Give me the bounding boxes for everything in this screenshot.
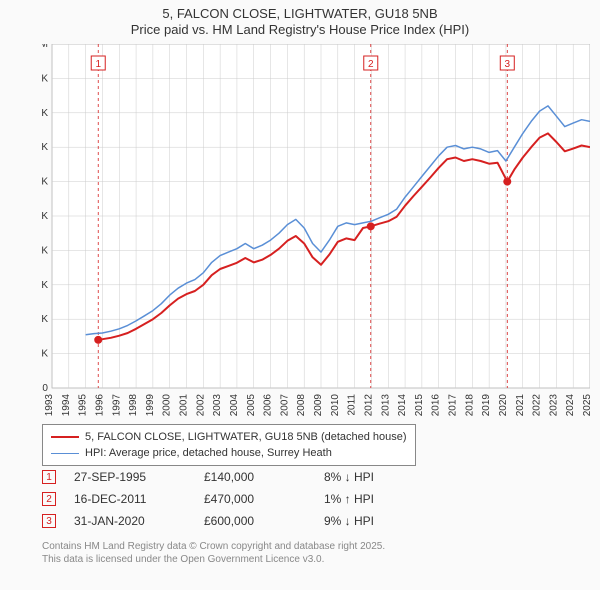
line-chart: £0 £100K £200K £300K £400K £500K £600K £700K £80… xyxy=(42,44,590,420)
svg-text:2002: 2002 xyxy=(195,394,206,417)
svg-text:2008: 2008 xyxy=(296,394,307,417)
svg-text:2021: 2021 xyxy=(515,394,526,417)
svg-text:2000: 2000 xyxy=(162,394,173,417)
svg-text:1994: 1994 xyxy=(61,394,72,417)
svg-text:£300K: £300K xyxy=(42,280,48,291)
legend-label: HPI: Average price, detached house, Surr… xyxy=(85,447,332,459)
sale-price: £140,000 xyxy=(204,470,324,484)
svg-text:2011: 2011 xyxy=(347,394,358,416)
sale-hpi-delta: 9% ↓ HPI xyxy=(324,514,434,528)
svg-text:£900K: £900K xyxy=(42,73,48,84)
chart-title: 5, FALCON CLOSE, LIGHTWATER, GU18 5NB xyxy=(4,6,596,21)
legend: 5, FALCON CLOSE, LIGHTWATER, GU18 5NB (d… xyxy=(42,424,416,466)
svg-text:£200K: £200K xyxy=(42,314,48,325)
svg-text:2023: 2023 xyxy=(548,394,559,417)
svg-text:2022: 2022 xyxy=(532,394,543,417)
svg-text:1993: 1993 xyxy=(44,394,55,417)
sale-date: 31-JAN-2020 xyxy=(74,514,204,528)
sale-row: 1 27-SEP-1995£140,0008% ↓ HPI xyxy=(42,466,434,488)
chart-container: 5, FALCON CLOSE, LIGHTWATER, GU18 5NB Pr… xyxy=(0,0,600,590)
sale-row: 2 16-DEC-2011£470,0001% ↑ HPI xyxy=(42,488,434,510)
footer-line: Contains HM Land Registry data © Crown c… xyxy=(42,540,385,553)
svg-text:2019: 2019 xyxy=(481,394,492,417)
svg-text:2020: 2020 xyxy=(498,394,509,417)
svg-text:2012: 2012 xyxy=(363,394,374,417)
legend-swatch xyxy=(51,453,79,454)
legend-item: 5, FALCON CLOSE, LIGHTWATER, GU18 5NB (d… xyxy=(51,429,407,445)
svg-text:2003: 2003 xyxy=(212,394,223,417)
svg-text:2: 2 xyxy=(368,59,374,70)
svg-text:2014: 2014 xyxy=(397,394,408,417)
svg-text:£1M: £1M xyxy=(42,44,48,50)
legend-swatch xyxy=(51,436,79,438)
footer-attribution: Contains HM Land Registry data © Crown c… xyxy=(42,540,385,566)
svg-text:£100K: £100K xyxy=(42,349,48,360)
svg-text:£600K: £600K xyxy=(42,177,48,188)
svg-text:2018: 2018 xyxy=(464,394,475,417)
svg-text:2016: 2016 xyxy=(431,394,442,417)
legend-item: HPI: Average price, detached house, Surr… xyxy=(51,445,407,461)
svg-text:2004: 2004 xyxy=(229,394,240,417)
svg-text:2015: 2015 xyxy=(414,394,425,417)
chart-area: £0 £100K £200K £300K £400K £500K £600K £700K £80… xyxy=(42,44,590,420)
svg-text:2007: 2007 xyxy=(279,394,290,417)
svg-text:2017: 2017 xyxy=(448,394,459,417)
svg-text:1997: 1997 xyxy=(111,394,122,417)
svg-text:1996: 1996 xyxy=(94,394,105,417)
svg-text:£500K: £500K xyxy=(42,211,48,222)
title-block: 5, FALCON CLOSE, LIGHTWATER, GU18 5NB Pr… xyxy=(0,0,600,39)
legend-label: 5, FALCON CLOSE, LIGHTWATER, GU18 5NB (d… xyxy=(85,431,407,443)
svg-text:2001: 2001 xyxy=(179,394,190,417)
sale-price: £600,000 xyxy=(204,514,324,528)
footer-line: This data is licensed under the Open Gov… xyxy=(42,553,385,566)
sale-marker: 2 xyxy=(42,492,56,506)
svg-text:2010: 2010 xyxy=(330,394,341,417)
sale-row: 3 31-JAN-2020£600,0009% ↓ HPI xyxy=(42,510,434,532)
svg-text:£0: £0 xyxy=(42,383,48,394)
sale-price: £470,000 xyxy=(204,492,324,506)
svg-text:1995: 1995 xyxy=(78,394,89,417)
svg-text:£800K: £800K xyxy=(42,108,48,119)
svg-text:2005: 2005 xyxy=(246,394,257,417)
svg-text:2025: 2025 xyxy=(582,394,590,417)
svg-text:£700K: £700K xyxy=(42,142,48,153)
sale-hpi-delta: 8% ↓ HPI xyxy=(324,470,434,484)
sale-date: 27-SEP-1995 xyxy=(74,470,204,484)
sale-hpi-delta: 1% ↑ HPI xyxy=(324,492,434,506)
svg-text:1: 1 xyxy=(95,59,101,70)
svg-text:2013: 2013 xyxy=(380,394,391,417)
sale-date: 16-DEC-2011 xyxy=(74,492,204,506)
chart-subtitle: Price paid vs. HM Land Registry's House … xyxy=(4,22,596,37)
svg-text:3: 3 xyxy=(505,59,511,70)
svg-text:2009: 2009 xyxy=(313,394,324,417)
svg-text:£400K: £400K xyxy=(42,245,48,256)
sale-marker: 1 xyxy=(42,470,56,484)
svg-text:2006: 2006 xyxy=(263,394,274,417)
svg-text:2024: 2024 xyxy=(565,394,576,417)
sales-table: 1 27-SEP-1995£140,0008% ↓ HPI 2 16-DEC-2011… xyxy=(42,466,434,532)
sale-marker: 3 xyxy=(42,514,56,528)
svg-text:1999: 1999 xyxy=(145,394,156,417)
svg-text:1998: 1998 xyxy=(128,394,139,417)
